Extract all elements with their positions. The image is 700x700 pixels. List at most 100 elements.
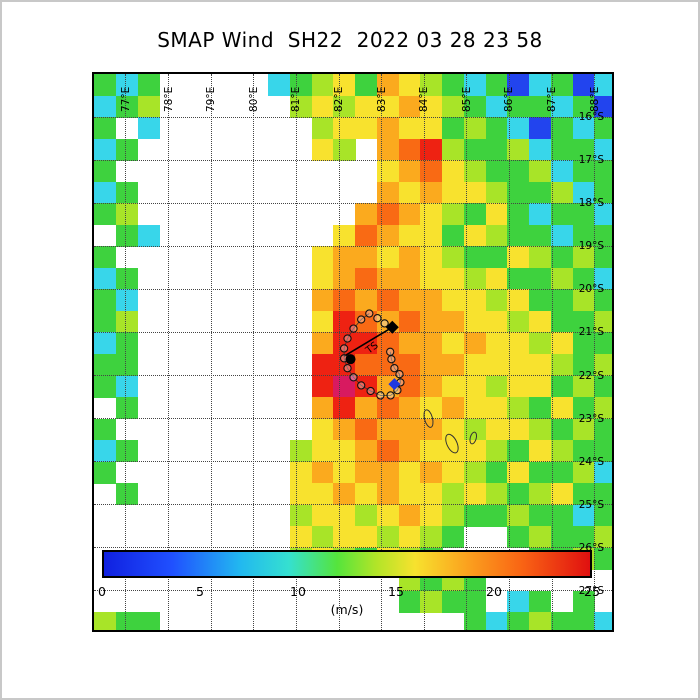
wind-cell — [529, 590, 552, 614]
forecast-line — [343, 326, 393, 357]
wind-cell — [507, 504, 530, 527]
wind-cell — [355, 418, 378, 441]
wind-cell — [94, 440, 117, 463]
wind-cell — [376, 138, 400, 161]
wind-cell — [376, 483, 400, 506]
wind-cell — [463, 160, 487, 183]
gridline-horizontal — [94, 547, 612, 549]
wind-cell — [398, 504, 421, 527]
lat-tick-label: 17°S — [578, 154, 604, 167]
wind-cell — [572, 224, 595, 247]
wind-cell — [594, 203, 612, 226]
wind-cell — [594, 289, 612, 312]
wind-cell — [572, 117, 595, 140]
wind-cell — [550, 461, 574, 484]
wind-cell — [398, 224, 421, 247]
wind-cell — [507, 375, 530, 398]
wind-cell — [115, 397, 139, 420]
gridline-vertical — [466, 74, 468, 630]
track-point-circle — [395, 370, 404, 379]
wind-cell — [507, 612, 530, 630]
wind-cell — [550, 224, 574, 247]
wind-cell — [507, 74, 530, 97]
wind-cell — [420, 310, 443, 334]
track-point-circle — [339, 344, 349, 353]
wind-cell — [485, 440, 508, 463]
wind-cell — [398, 310, 421, 334]
wind-cell — [442, 418, 465, 441]
wind-cell — [94, 289, 117, 312]
gridline-vertical — [210, 74, 212, 630]
wind-cell — [550, 440, 574, 463]
wind-cell — [529, 612, 552, 630]
wind-cell — [572, 332, 595, 355]
wind-cell — [529, 246, 552, 269]
wind-cell — [420, 440, 443, 463]
analysis-fix-diamond — [388, 378, 401, 391]
wind-cell — [507, 138, 530, 161]
wind-cell — [529, 504, 552, 527]
wind-cell — [485, 181, 508, 204]
wind-cell — [594, 267, 612, 290]
lat-tick-label: 21°S — [578, 326, 604, 339]
wind-cell — [572, 310, 595, 334]
wind-cell — [442, 504, 465, 527]
wind-cell — [420, 181, 443, 204]
wind-cell — [355, 289, 378, 312]
wind-cell — [463, 310, 487, 334]
wind-cell — [529, 289, 552, 312]
wind-cell — [94, 461, 117, 484]
wind-cell — [442, 203, 465, 226]
wind-cell — [463, 203, 487, 226]
gridline-horizontal — [94, 461, 612, 463]
wind-cell — [420, 267, 443, 290]
track-point-circle — [386, 391, 395, 400]
wind-cell — [485, 612, 508, 630]
wind-cell — [115, 375, 139, 398]
wind-cell — [94, 74, 117, 97]
wind-cell — [442, 246, 465, 269]
wind-cell — [529, 224, 552, 247]
wind-cell — [594, 74, 612, 97]
wind-cell — [463, 375, 487, 398]
wind-cell — [550, 332, 574, 355]
wind-cell — [420, 289, 443, 312]
colorbar-tick-label: 20 — [486, 584, 502, 599]
wind-cell — [115, 612, 139, 630]
wind-cell — [572, 418, 595, 441]
track-point-circle — [357, 315, 366, 324]
lat-tick-label: 25°S — [578, 498, 604, 511]
wind-cell — [376, 289, 400, 312]
wind-cell — [507, 246, 530, 269]
wind-cell — [594, 95, 612, 118]
track-overlay: TS — [339, 309, 478, 454]
wind-cell — [572, 504, 595, 527]
wind-cell — [355, 397, 378, 420]
wind-cell — [442, 354, 465, 377]
wind-cell — [311, 289, 334, 312]
wind-cell — [572, 354, 595, 377]
wind-cell — [398, 181, 421, 204]
wind-cell — [420, 246, 443, 269]
wind-cell — [485, 95, 508, 118]
wind-cell — [507, 181, 530, 204]
wind-cell — [550, 74, 574, 97]
wind-cell — [376, 397, 400, 420]
wind-cell — [594, 332, 612, 355]
wind-cell — [115, 95, 139, 118]
wind-cell — [398, 483, 421, 506]
wind-cell — [529, 95, 552, 118]
wind-cell — [311, 310, 334, 334]
gridline-horizontal — [94, 590, 612, 592]
wind-cell — [420, 418, 443, 441]
wind-cell — [420, 397, 443, 420]
wind-cell — [420, 461, 443, 484]
wind-cell — [420, 138, 443, 161]
wind-cell — [572, 483, 595, 506]
wind-cell — [94, 117, 117, 140]
wind-cell — [485, 74, 508, 97]
wind-cell — [420, 203, 443, 226]
wind-cell — [115, 310, 139, 334]
wind-cell — [507, 397, 530, 420]
